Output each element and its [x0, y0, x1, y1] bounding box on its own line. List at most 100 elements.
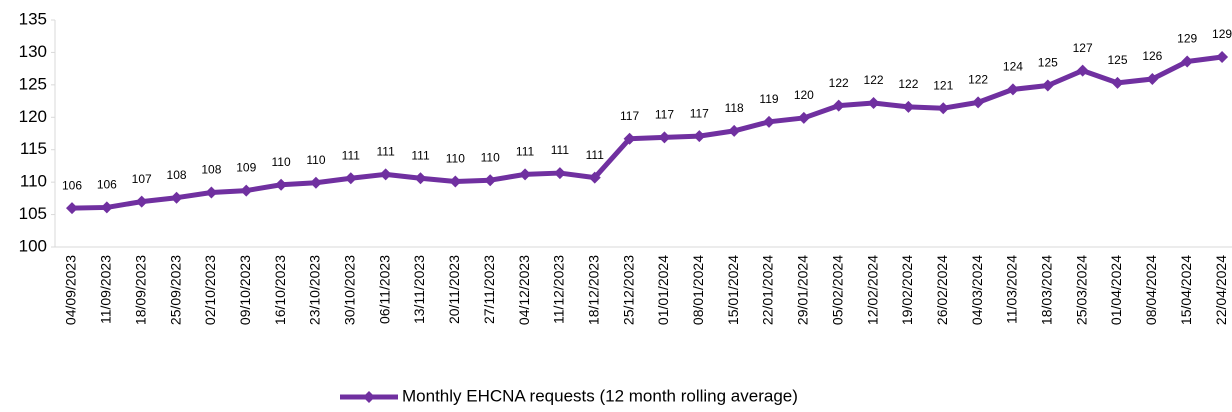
- point-marker: [1146, 73, 1159, 86]
- x-tick-label: 25/12/2023: [620, 255, 636, 325]
- point-marker: [867, 97, 880, 110]
- point-marker: [693, 130, 706, 143]
- x-tick-label: 11/09/2023: [98, 255, 114, 324]
- legend-label: Monthly EHCNA requests (12 month rolling…: [402, 386, 798, 405]
- data-label: 110: [272, 155, 291, 169]
- point-marker: [797, 111, 810, 124]
- point-marker: [100, 201, 113, 214]
- x-tick-label: 18/09/2023: [132, 255, 148, 325]
- data-label: 108: [201, 163, 221, 177]
- data-label: 120: [794, 88, 814, 102]
- point-marker: [344, 172, 357, 185]
- data-label: 117: [620, 109, 639, 123]
- point-marker: [379, 168, 392, 181]
- data-label: 111: [342, 148, 361, 162]
- point-marker: [832, 99, 845, 112]
- x-tick-label: 08/01/2024: [690, 255, 706, 325]
- data-label: 117: [690, 106, 709, 120]
- x-tick-label: 23/10/2023: [307, 255, 323, 325]
- data-label: 122: [864, 73, 884, 87]
- x-tick-label: 18/12/2023: [585, 255, 601, 325]
- x-tick-label: 26/02/2024: [934, 255, 950, 325]
- point-marker: [1181, 55, 1194, 68]
- x-tick-label: 27/11/2023: [481, 255, 497, 324]
- point-marker: [763, 115, 775, 128]
- y-tick-label: 125: [19, 74, 47, 93]
- x-tick-label: 15/01/2024: [725, 255, 741, 325]
- x-tick-label: 02/10/2023: [202, 255, 218, 325]
- point-marker: [658, 131, 671, 144]
- data-label: 110: [446, 152, 465, 166]
- data-label: 125: [1107, 53, 1127, 67]
- x-tick-label: 11/03/2024: [1004, 255, 1020, 324]
- data-label: 129: [1177, 32, 1197, 46]
- point-marker: [728, 124, 741, 137]
- x-tick-label: 29/01/2024: [795, 255, 811, 325]
- x-tick-label: 13/11/2023: [411, 255, 427, 324]
- point-marker: [1216, 50, 1229, 63]
- x-tick-label: 18/03/2024: [1039, 255, 1055, 325]
- data-label: 122: [898, 77, 918, 91]
- x-tick-label: 25/03/2024: [1073, 255, 1089, 325]
- point-marker: [449, 175, 462, 188]
- point-marker: [1041, 79, 1054, 92]
- data-label: 119: [759, 92, 778, 106]
- x-tick-label: 08/04/2024: [1143, 255, 1159, 325]
- y-tick-label: 100: [19, 236, 47, 255]
- x-tick-label: 30/10/2023: [342, 255, 358, 325]
- point-marker: [972, 96, 985, 109]
- data-label: 110: [481, 150, 500, 164]
- point-marker: [484, 174, 497, 187]
- x-tick-label: 20/11/2023: [446, 255, 462, 324]
- point-marker: [205, 186, 218, 199]
- data-label: 111: [586, 148, 605, 162]
- data-label: 106: [97, 178, 117, 192]
- point-marker: [1076, 64, 1089, 77]
- point-marker: [309, 176, 322, 189]
- x-tick-label: 22/04/2024: [1213, 255, 1229, 325]
- point-marker: [1111, 76, 1124, 89]
- point-marker: [66, 202, 78, 215]
- x-tick-label: 16/10/2023: [272, 255, 288, 325]
- y-tick-label: 110: [20, 172, 47, 191]
- point-marker: [553, 167, 566, 180]
- legend-marker: [363, 391, 375, 403]
- data-label: 126: [1142, 49, 1162, 63]
- data-label: 122: [968, 73, 988, 87]
- x-tick-label: 01/04/2024: [1108, 255, 1124, 325]
- data-label: 125: [1038, 56, 1058, 70]
- point-marker: [519, 168, 532, 181]
- data-label: 122: [829, 76, 849, 90]
- x-tick-label: 15/04/2024: [1178, 255, 1194, 325]
- data-label: 111: [411, 148, 430, 162]
- data-label: 124: [1003, 60, 1023, 74]
- x-tick-label: 04/12/2023: [516, 255, 532, 325]
- point-marker: [902, 100, 915, 113]
- series-line: [71, 54, 1223, 211]
- data-label: 129: [1212, 27, 1232, 41]
- point-marker: [170, 191, 183, 204]
- x-tick-label: 25/09/2023: [167, 255, 183, 325]
- data-label: 121: [933, 78, 953, 92]
- y-tick-label: 130: [19, 42, 47, 61]
- point-marker: [240, 184, 253, 197]
- x-tick-label: 12/02/2024: [864, 255, 880, 325]
- y-tick-label: 135: [19, 9, 47, 28]
- data-label: 127: [1073, 41, 1093, 55]
- x-tick-label: 04/09/2023: [63, 255, 79, 325]
- data-label: 118: [725, 101, 744, 115]
- x-tick-label: 11/12/2023: [551, 255, 567, 324]
- data-label: 111: [377, 145, 396, 159]
- data-label: 108: [167, 168, 187, 182]
- y-tick-label: 120: [19, 107, 47, 126]
- point-marker: [1006, 83, 1019, 96]
- point-marker: [623, 132, 636, 145]
- data-label: 111: [516, 145, 535, 159]
- data-label: 109: [236, 161, 256, 175]
- point-marker: [275, 178, 288, 191]
- x-tick-label: 06/11/2023: [376, 255, 392, 324]
- data-label: 111: [551, 143, 570, 157]
- point-marker: [588, 171, 601, 184]
- x-tick-label: 01/01/2024: [655, 255, 671, 325]
